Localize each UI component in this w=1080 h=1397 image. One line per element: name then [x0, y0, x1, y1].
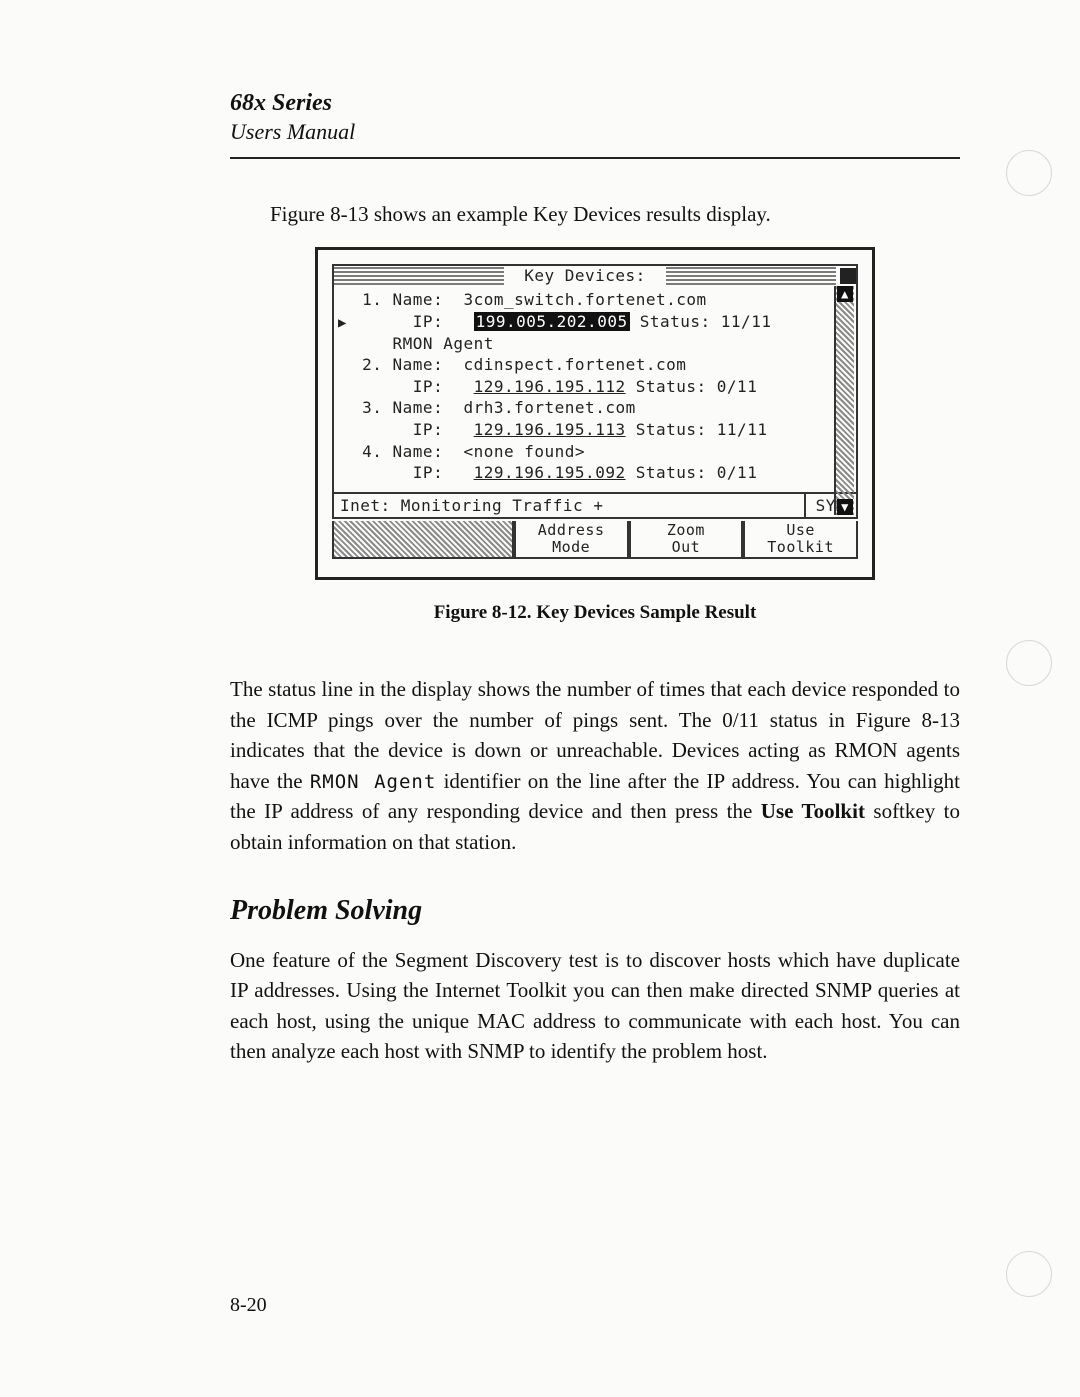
- scrollbar[interactable]: ▲ ▼: [834, 286, 854, 514]
- status-line: Inet: Monitoring Traffic +: [334, 494, 804, 517]
- header-subtitle: Users Manual: [230, 119, 960, 145]
- device-name-line: 3. Name: drh3.fortenet.com: [352, 397, 848, 419]
- device-name-line: 2. Name: cdinspect.fortenet.com: [352, 354, 848, 376]
- terminal-title-bar: Key Devices:: [334, 266, 856, 285]
- device-ip[interactable]: 129.196.195.092: [474, 463, 626, 482]
- device-ip-line: IP: 129.196.195.112 Status: 0/11: [352, 376, 848, 398]
- header-rule: [230, 157, 960, 159]
- close-icon[interactable]: [840, 268, 856, 284]
- rmon-agent-line: RMON Agent: [352, 333, 848, 355]
- intro-paragraph: Figure 8-13 shows an example Key Devices…: [270, 199, 960, 229]
- punch-hole: [1006, 640, 1052, 686]
- section-heading: Problem Solving: [230, 895, 960, 927]
- scroll-up-icon[interactable]: ▲: [837, 286, 853, 302]
- softkey-blank: [332, 521, 514, 560]
- device-ip[interactable]: 199.005.202.005: [474, 312, 630, 331]
- problem-solving-paragraph: One feature of the Segment Discovery tes…: [230, 945, 960, 1067]
- terminal-title: Key Devices:: [504, 266, 666, 285]
- use-toolkit-label: Use Toolkit: [761, 799, 865, 823]
- softkey-use-toolkit[interactable]: Use Toolkit: [743, 521, 858, 560]
- manual-page: 68x Series Users Manual Figure 8-13 show…: [0, 0, 1080, 1397]
- key-devices-figure: Key Devices: ▶ 1. Name: 3com_switch.fort…: [315, 247, 875, 580]
- device-ip[interactable]: 129.196.195.113: [474, 420, 626, 439]
- device-name-line: 4. Name: <none found>: [352, 441, 848, 463]
- softkey-zoom-out[interactable]: Zoom Out: [629, 521, 744, 560]
- device-list: ▶ 1. Name: 3com_switch.fortenet.com IP: …: [334, 285, 856, 491]
- softkey-address-mode[interactable]: Address Mode: [514, 521, 629, 560]
- device-ip-line: IP: 199.005.202.005 Status: 11/11: [352, 311, 848, 333]
- rmon-agent-code: RMON Agent: [310, 771, 436, 793]
- device-ip-line: IP: 129.196.195.113 Status: 11/11: [352, 419, 848, 441]
- punch-hole: [1006, 1251, 1052, 1297]
- explanatory-paragraph: The status line in the display shows the…: [230, 674, 960, 857]
- device-ip-line: IP: 129.196.195.092 Status: 0/11: [352, 462, 848, 484]
- cursor-icon: ▶: [338, 315, 347, 331]
- device-name-line: 1. Name: 3com_switch.fortenet.com: [352, 289, 848, 311]
- header-series: 68x Series: [230, 90, 960, 117]
- softkey-row: Address Mode Zoom Out Use Toolkit: [332, 521, 858, 560]
- punch-hole: [1006, 150, 1052, 196]
- figure-caption: Figure 8-12. Key Devices Sample Result: [230, 602, 960, 624]
- scroll-down-icon[interactable]: ▼: [837, 499, 853, 515]
- page-number: 8-20: [230, 1294, 267, 1317]
- device-ip[interactable]: 129.196.195.112: [474, 377, 626, 396]
